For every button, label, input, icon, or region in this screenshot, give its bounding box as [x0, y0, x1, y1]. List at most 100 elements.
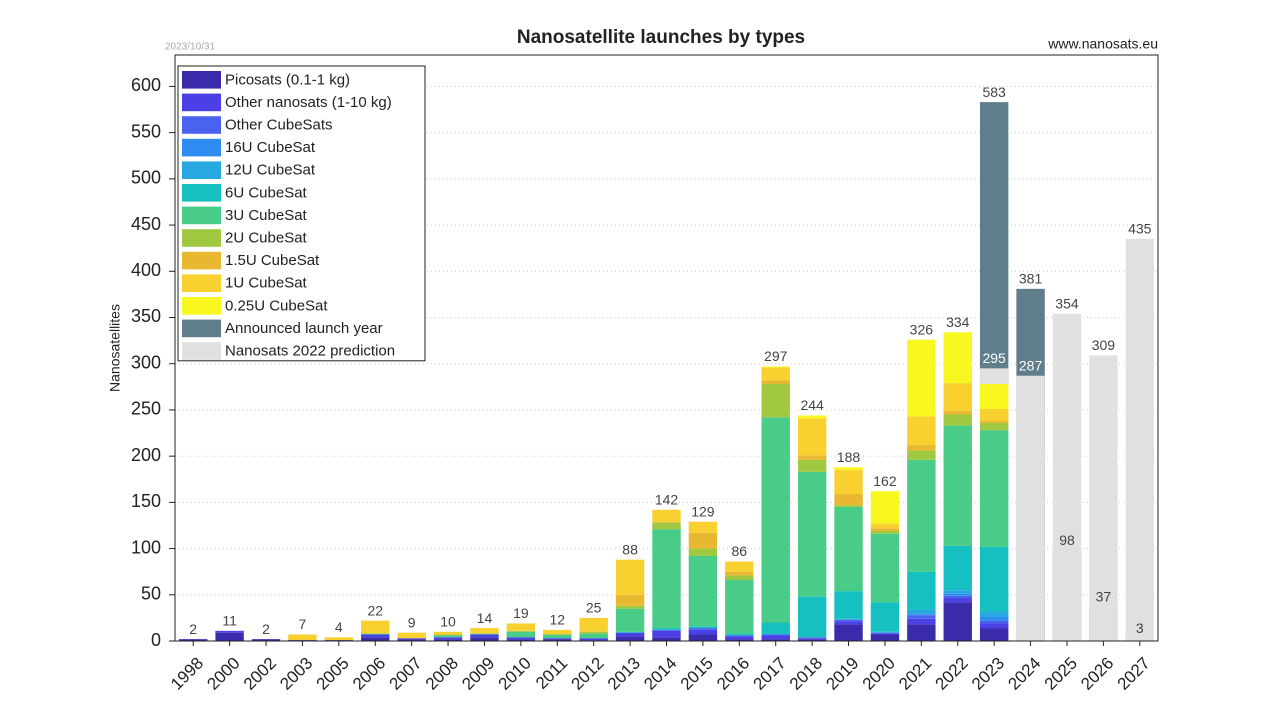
x-tick-label: 2017	[750, 654, 790, 694]
bar-segment	[834, 494, 863, 506]
x-tick-label: 2022	[932, 654, 972, 694]
bar-segment	[979, 546, 1009, 612]
bar-segment	[870, 523, 900, 529]
legend-label: Announced launch year	[225, 320, 383, 337]
bar-segment	[979, 409, 1009, 422]
bar-segment	[797, 418, 827, 456]
bar-segment	[433, 639, 463, 641]
y-tick-label: 250	[131, 399, 161, 419]
bar-segment	[870, 632, 900, 634]
y-tick-label: 300	[131, 352, 161, 372]
bar-segment	[834, 470, 863, 495]
bar-segment	[797, 459, 827, 472]
bar-label: 583	[982, 84, 1006, 100]
bar-segment	[688, 628, 718, 630]
legend-label: Other nanosats (1-10 kg)	[225, 94, 392, 111]
bar-segment	[979, 611, 1009, 617]
legend-swatch	[182, 93, 221, 112]
bar-segment	[761, 367, 790, 381]
y-tick-label: 0	[151, 630, 161, 650]
bar-segment	[979, 421, 1009, 423]
bar-segment	[907, 445, 936, 451]
bar-segment	[652, 522, 681, 530]
legend-swatch	[182, 297, 221, 315]
x-tick-label: 2013	[604, 654, 644, 694]
bar-label: 295	[982, 350, 1006, 366]
bar-segment	[943, 545, 972, 591]
bar-segment	[907, 609, 936, 615]
legend-swatch	[182, 138, 221, 157]
total-label: 14	[477, 610, 493, 626]
x-tick-label: 2015	[677, 654, 717, 694]
bar-segment	[251, 639, 281, 641]
legend-swatch	[182, 319, 221, 338]
bar-segment	[433, 631, 463, 635]
legend-label: Nanosats 2022 prediction	[225, 342, 395, 359]
bar-segment	[797, 639, 827, 641]
bar-segment	[834, 624, 863, 641]
x-tick-label: 2016	[713, 654, 753, 694]
bar-segment	[652, 628, 681, 630]
bar-label: 287	[1019, 357, 1043, 373]
bar-segment	[652, 629, 681, 631]
x-tick-label: 2005	[313, 654, 353, 694]
bar-segment	[179, 639, 208, 641]
bar-segment	[907, 571, 936, 610]
bar-segment	[943, 595, 972, 599]
legend-swatch	[182, 206, 221, 225]
total-label: 25	[586, 600, 602, 616]
total-label: 22	[367, 602, 383, 618]
legend-label: 6U CubeSat	[225, 184, 308, 201]
x-tick-label: 2027	[1114, 654, 1154, 694]
bar-segment	[797, 638, 827, 640]
x-tick-label: 2000	[203, 654, 243, 694]
legend-swatch	[182, 251, 221, 270]
bar-segment	[543, 629, 572, 635]
total-label: 86	[732, 543, 748, 559]
bar-segment	[543, 639, 572, 641]
x-tick-label: 2002	[240, 654, 280, 694]
bar-segment	[615, 594, 645, 606]
bar-segment	[215, 632, 244, 641]
bar-segment	[979, 422, 1009, 431]
y-tick-label: 400	[131, 260, 161, 280]
legend-label: 3U CubeSat	[225, 207, 308, 224]
bar-segment	[979, 620, 1009, 624]
bar-segment	[615, 632, 645, 637]
bar-segment	[688, 548, 718, 556]
bar-segment	[943, 593, 972, 596]
bar-segment	[761, 417, 790, 623]
bar-segment	[215, 630, 244, 633]
y-tick-label: 500	[131, 168, 161, 188]
legend-swatch	[182, 184, 221, 202]
total-label: 326	[910, 321, 934, 337]
legend-swatch	[182, 71, 221, 89]
total-label: 4	[335, 619, 343, 635]
bar-segment	[725, 639, 754, 641]
bar-segment	[907, 624, 936, 641]
bar-segment	[725, 635, 754, 637]
bar-segment	[979, 616, 1009, 621]
bar-segment	[834, 619, 863, 622]
bar-label: 354	[1055, 296, 1079, 312]
bar-segment	[579, 638, 608, 641]
total-label: 129	[691, 503, 715, 519]
bar-segment	[979, 384, 1009, 410]
x-tick-label: 2020	[859, 654, 899, 694]
y-tick-label: 100	[131, 537, 161, 557]
bar-segment	[907, 339, 936, 417]
bar-segment	[797, 471, 827, 597]
bar-segment	[761, 635, 790, 640]
bar-segment	[506, 623, 536, 631]
bar-segment	[725, 571, 754, 576]
legend-label: 1.5U CubeSat	[225, 252, 320, 269]
bar-segment	[1125, 238, 1154, 641]
total-label: 10	[440, 613, 456, 629]
bar-segment	[470, 628, 499, 634]
bar-label: 381	[1019, 271, 1043, 287]
y-tick-label: 350	[131, 306, 161, 326]
bar-segment	[688, 521, 718, 533]
x-tick-label: 2019	[822, 654, 862, 694]
bar-segment	[943, 410, 972, 415]
